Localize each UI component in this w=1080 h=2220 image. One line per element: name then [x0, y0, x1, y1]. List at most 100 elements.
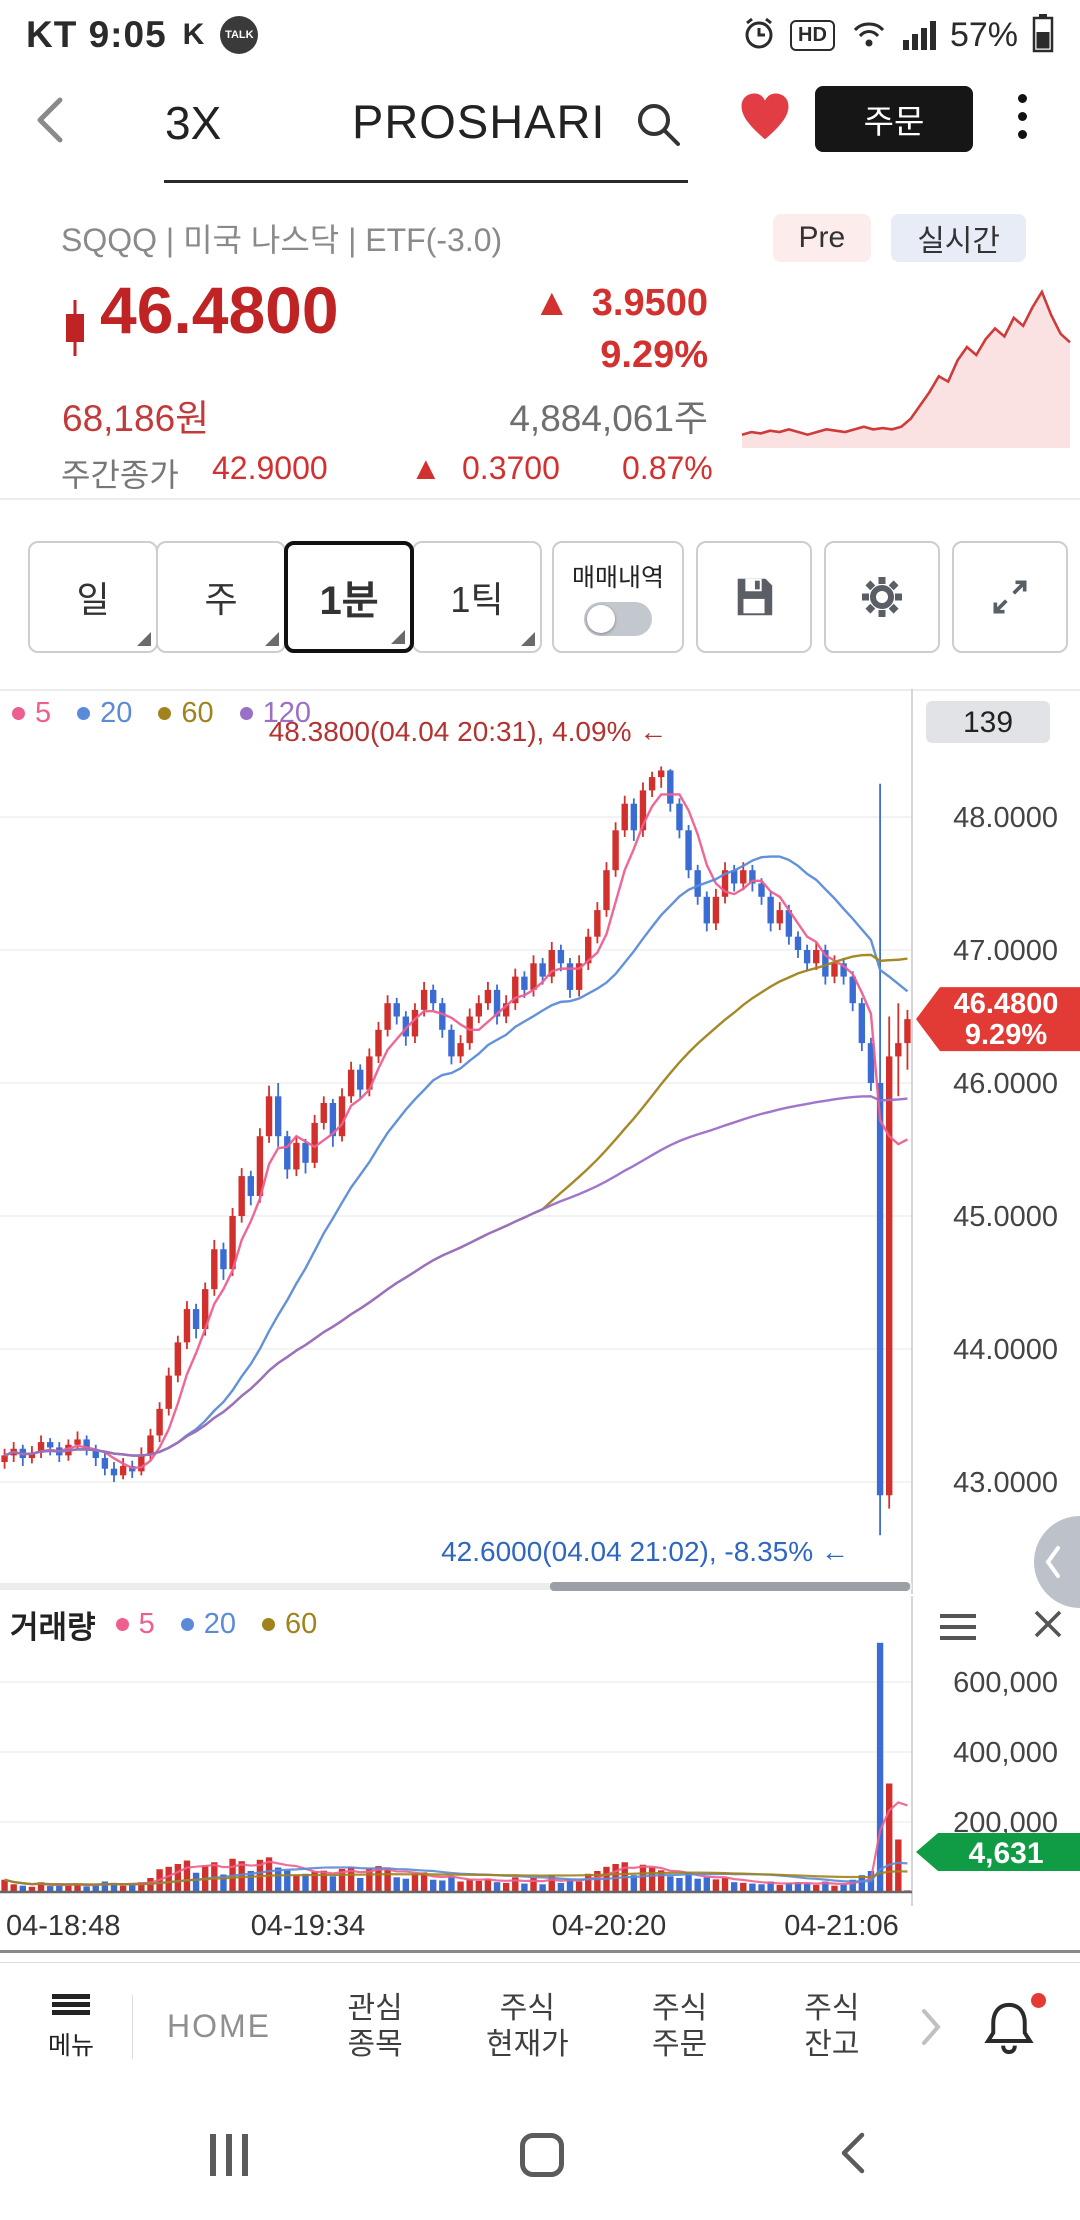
- svg-text:42.6000(04.04 21:02), -8.35% ←: 42.6000(04.04 21:02), -8.35% ←: [441, 1536, 849, 1567]
- vol-ma20-dot-icon: [180, 1618, 194, 1631]
- vol-ma60-dot-icon: [261, 1618, 275, 1631]
- heart-favorite-icon[interactable]: [736, 90, 794, 149]
- ma60-dot-icon: [158, 707, 172, 720]
- notification-dot: [1031, 1992, 1046, 2008]
- status-bar: KT 9:05 K TALK HD 57%: [0, 0, 1080, 64]
- timeframe-weekly-button[interactable]: 주: [156, 541, 286, 653]
- price-krw: 68,186원: [62, 398, 210, 439]
- stock-info-text: SQQQ | 미국 나스닥 | ETF(-3.0): [61, 222, 503, 258]
- price-block: 46.4800 ▲ 3.9500 9.29% 68,186원 4,884,061…: [0, 272, 1080, 507]
- panel-drag-icon[interactable]: [940, 1613, 976, 1640]
- ma-legend: 5 20 60 120: [12, 697, 327, 730]
- x-axis-label: 04-19:34: [250, 1910, 366, 1942]
- bell-icon: [984, 2002, 1034, 2054]
- svg-text:48.3800(04.04 20:31), 4.09% ←: 48.3800(04.04 20:31), 4.09% ←: [269, 716, 668, 747]
- nav-current-price-button[interactable]: 주식 현재가: [485, 1992, 569, 2061]
- ma5-dot-icon: [12, 707, 25, 720]
- trade-history-label: 매매내역: [571, 564, 664, 592]
- price-chart[interactable]: 48.0000 47.0000 46.0000 45.0000 44.0000 43.00…: [0, 689, 1080, 1594]
- svg-text:43.0000: 43.0000: [953, 1467, 1058, 1499]
- home-button-icon[interactable]: [520, 2133, 564, 2177]
- ma60-label: 60: [181, 697, 214, 729]
- fullscreen-button[interactable]: [952, 541, 1068, 653]
- header: 3X PROSHARI 주문: [0, 64, 1080, 194]
- battery-icon: [1032, 13, 1054, 58]
- more-menu-icon[interactable]: [1012, 88, 1033, 145]
- carrier-notification-icon: K: [182, 18, 205, 51]
- weekly-change: 0.3700: [462, 450, 560, 486]
- ma120-label: 120: [262, 697, 312, 729]
- weekly-change-percent: 0.87%: [622, 450, 713, 486]
- expand-icon: [993, 580, 1027, 614]
- up-triangle-icon: ▲: [410, 450, 442, 486]
- toggle-knob: [587, 605, 615, 633]
- weekly-close-value: 42.9000: [212, 450, 328, 486]
- volume-title: 거래량: [10, 1610, 96, 1645]
- weekly-close-label: 주간종가: [61, 457, 179, 493]
- nav-home-button[interactable]: HOME: [167, 2008, 271, 2044]
- svg-text:600,000: 600,000: [953, 1667, 1058, 1699]
- divider: [132, 1994, 133, 2059]
- stock-info-row: SQQQ | 미국 나스닥 | ETF(-3.0) Pre 실시간: [0, 210, 1080, 266]
- carrier-time: KT 9:05: [26, 14, 167, 55]
- divider: [0, 498, 1080, 500]
- battery-percent: 57%: [949, 15, 1018, 54]
- timeframe-tick-button[interactable]: 1틱: [412, 541, 542, 653]
- settings-button[interactable]: [824, 541, 940, 653]
- svg-text:46.0000: 46.0000: [953, 1068, 1058, 1100]
- volume-chart-panel: 600,000 400,000 200,000 4,631 거래량 5 20 60: [0, 1596, 1080, 1906]
- order-button[interactable]: 주문: [815, 86, 973, 152]
- x-axis-label: 04-18:48: [6, 1910, 121, 1942]
- svg-text:46.4800: 46.4800: [954, 988, 1059, 1020]
- time-axis: 04-18:48 04-19:34 04-20:20 04-21:06: [0, 1906, 1080, 1953]
- premarket-badge[interactable]: Pre: [772, 214, 872, 262]
- back-button-icon[interactable]: [836, 2127, 870, 2184]
- save-icon: [737, 578, 773, 616]
- search-icon[interactable]: [632, 98, 684, 155]
- svg-text:139: 139: [963, 706, 1013, 739]
- realtime-badge[interactable]: 실시간: [891, 214, 1026, 262]
- kakaotalk-icon: TALK: [220, 16, 259, 54]
- back-chevron-icon[interactable]: [28, 92, 72, 153]
- panel-close-icon[interactable]: [1030, 1606, 1066, 1647]
- nav-balance-button[interactable]: 주식 잔고: [804, 1992, 860, 2061]
- candle-icon: [62, 300, 88, 361]
- ticker-title-fragment: 3X: [165, 97, 222, 149]
- svg-text:44.0000: 44.0000: [953, 1334, 1058, 1366]
- timeframe-daily-button[interactable]: 일: [28, 541, 158, 653]
- menu-icon: [52, 1991, 90, 2019]
- android-nav-bar: [0, 2090, 1080, 2220]
- nav-stock-order-button[interactable]: 주식 주문: [652, 1992, 708, 2061]
- hd-voice-icon: HD: [790, 19, 835, 51]
- nav-watchlist-button[interactable]: 관심 종목: [347, 1992, 403, 2061]
- vol-ma20-label: 20: [203, 1608, 236, 1640]
- svg-text:9.29%: 9.29%: [965, 1019, 1047, 1051]
- trade-history-toggle[interactable]: 매매내역: [552, 541, 684, 653]
- bottom-nav: 메뉴 HOME 관심 종목 주식 현재가 주식 주문 주식 잔고: [0, 1962, 1080, 2090]
- alarm-icon: [742, 16, 776, 55]
- svg-text:47.0000: 47.0000: [953, 935, 1058, 967]
- ma20-label: 20: [100, 697, 133, 729]
- chart-toolbar: 일 주 1분 1틱 매매내역: [0, 538, 1080, 656]
- price-chart-panel: 48.0000 47.0000 46.0000 45.0000 44.0000 43.00…: [0, 689, 1080, 1594]
- mini-sparkline-chart: [741, 288, 1071, 448]
- timeframe-1min-button[interactable]: 1분: [284, 541, 414, 653]
- svg-text:45.0000: 45.0000: [953, 1201, 1058, 1233]
- chevron-right-icon[interactable]: [908, 2003, 954, 2051]
- vol-ma5-dot-icon: [115, 1618, 129, 1631]
- vol-ma5-label: 5: [138, 1608, 155, 1640]
- nav-menu-button[interactable]: 메뉴: [16, 1991, 126, 2063]
- svg-text:4,631: 4,631: [968, 1837, 1043, 1870]
- title-underline: [164, 180, 688, 183]
- toggle-track[interactable]: [584, 602, 652, 636]
- volume-legend: 거래량 5 20 60: [10, 1602, 333, 1647]
- menu-label: 메뉴: [47, 2032, 94, 2061]
- notifications-button[interactable]: [954, 1992, 1064, 2057]
- save-button[interactable]: [696, 541, 812, 653]
- current-price: 46.4800: [100, 273, 339, 347]
- ma5-label: 5: [35, 697, 52, 729]
- price-change-percent: 9.29%: [600, 334, 708, 376]
- signal-icon: [902, 20, 936, 50]
- recent-apps-icon[interactable]: [210, 2134, 248, 2176]
